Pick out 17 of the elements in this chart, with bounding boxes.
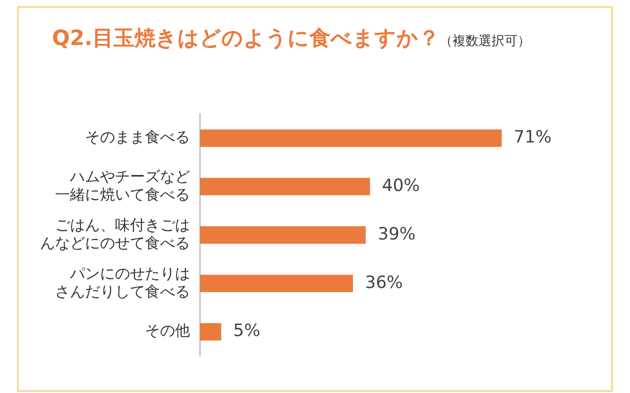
bar <box>200 129 502 147</box>
y-tick-label: その他 <box>145 322 190 340</box>
bar <box>200 178 370 196</box>
data-label: 40% <box>382 176 420 196</box>
data-label: 39% <box>378 224 416 244</box>
y-tick-label: そのまま食べる <box>85 128 190 146</box>
data-label: 5% <box>233 321 260 342</box>
bar <box>200 226 366 244</box>
bar <box>200 323 222 341</box>
y-tick-label: ハムやチーズなど一緒に焼いて食べる <box>55 167 190 204</box>
y-tick-label: ごはん、味付きごはんなどにのせて食べる <box>40 216 190 252</box>
data-label: 71% <box>514 128 552 148</box>
bar <box>200 274 353 292</box>
chart-title: Q2.目玉焼きはどのように食べますか？ <box>52 26 440 50</box>
chart-subtitle: （複数選択可） <box>439 34 530 49</box>
data-label: 36% <box>365 272 403 293</box>
y-tick-label: パンにのせたりはさんだりして食べる <box>55 264 190 300</box>
